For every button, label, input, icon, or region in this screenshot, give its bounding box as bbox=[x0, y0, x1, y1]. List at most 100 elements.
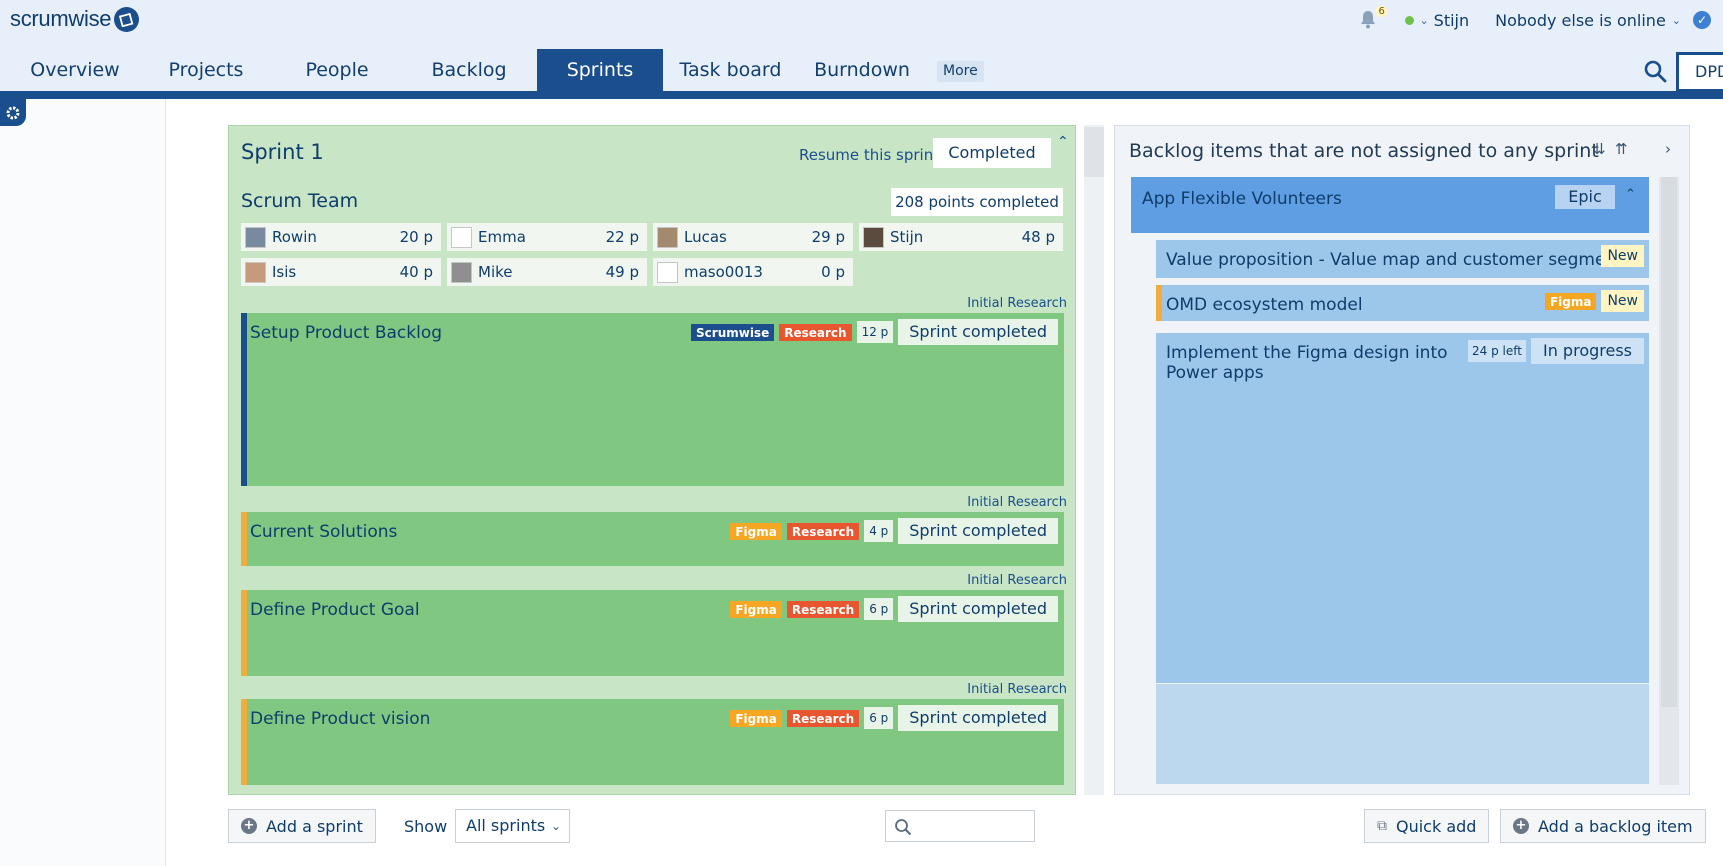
scrollbar-thumb[interactable] bbox=[1661, 177, 1677, 707]
tab-people[interactable]: People bbox=[305, 59, 369, 81]
member-points: 29 p bbox=[811, 228, 845, 246]
tab-sprints[interactable]: Sprints bbox=[537, 49, 663, 91]
tag-label: Scrumwise bbox=[691, 323, 775, 341]
online-status-icon bbox=[1405, 15, 1415, 25]
item-title: Implement the Figma design into Power ap… bbox=[1166, 343, 1448, 383]
team-member[interactable]: Stijn 48 p bbox=[859, 223, 1063, 251]
item-status-button[interactable]: Sprint completed bbox=[898, 705, 1058, 731]
sprint-search-input[interactable] bbox=[885, 810, 1035, 842]
project-search-input[interactable]: DPD bbox=[1676, 52, 1723, 92]
tag-label: Research bbox=[786, 600, 860, 618]
item-meta: Figma Research 4 p Sprint completed bbox=[730, 518, 1058, 544]
team-member[interactable]: Lucas 29 p bbox=[653, 223, 853, 251]
item-meta: Figma New bbox=[1544, 290, 1644, 312]
backlog-scrollbar[interactable] bbox=[1659, 177, 1679, 785]
select-value: All sprints bbox=[466, 816, 546, 835]
team-member[interactable]: maso0013 0 p bbox=[653, 258, 853, 286]
tab-projects[interactable]: Projects bbox=[168, 59, 244, 81]
sprint-item[interactable]: Current Solutions Figma Research 4 p Spr… bbox=[241, 512, 1064, 566]
sprint-status-button[interactable]: Completed bbox=[933, 138, 1051, 168]
quick-add-button[interactable]: ⧉ Quick add bbox=[1364, 809, 1490, 843]
backlog-title: Backlog items that are not assigned to a… bbox=[1129, 140, 1599, 162]
team-member[interactable]: Rowin 20 p bbox=[241, 223, 441, 251]
team-member[interactable]: Mike 49 p bbox=[447, 258, 647, 286]
panel-scrollbar[interactable] bbox=[1084, 125, 1104, 795]
points-completed: 208 points completed bbox=[891, 188, 1063, 216]
member-points: 20 p bbox=[399, 228, 433, 246]
item-status-button[interactable]: Sprint completed bbox=[898, 518, 1058, 544]
backlog-item[interactable]: OMD ecosystem model Figma New bbox=[1156, 285, 1649, 321]
item-status-button[interactable]: In progress bbox=[1530, 338, 1644, 364]
avatar bbox=[657, 226, 678, 248]
user-menu[interactable]: ⌄ Stijn bbox=[1405, 11, 1469, 30]
epic-badge: Epic bbox=[1555, 185, 1615, 209]
item-title: Current Solutions bbox=[250, 522, 398, 542]
item-meta: Figma Research 6 p Sprint completed bbox=[730, 596, 1058, 622]
notifications-bell-icon[interactable]: 6 bbox=[1359, 6, 1388, 30]
item-title: Define Product vision bbox=[250, 709, 431, 729]
team-member[interactable]: Emma 22 p bbox=[447, 223, 647, 251]
team-member[interactable]: Isis 40 p bbox=[241, 258, 441, 286]
tab-overview[interactable]: Overview bbox=[30, 59, 120, 81]
tag-label: Research bbox=[786, 709, 860, 727]
tab-backlog[interactable]: Backlog bbox=[431, 59, 507, 81]
tab-task-board[interactable]: Task board bbox=[679, 59, 782, 81]
item-status-button[interactable]: Sprint completed bbox=[898, 319, 1058, 345]
online-status-text: Nobody else is online bbox=[1495, 10, 1666, 30]
chevron-up-icon[interactable]: ⌃ bbox=[1625, 187, 1636, 202]
online-users-dropdown[interactable]: Nobody else is online ⌄ bbox=[1495, 11, 1681, 30]
avatar bbox=[451, 226, 472, 248]
tab-more[interactable]: More bbox=[937, 61, 984, 82]
scrumwise-logo[interactable]: scrumwise bbox=[10, 6, 140, 32]
member-name: Lucas bbox=[684, 228, 727, 246]
avatar bbox=[451, 261, 472, 283]
sprint-item[interactable]: Define Product Goal Figma Research 6 p S… bbox=[241, 590, 1064, 676]
show-label: Show bbox=[404, 817, 448, 836]
member-name: Isis bbox=[272, 263, 297, 281]
item-title: Value proposition - Value map and custom… bbox=[1166, 250, 1623, 270]
member-name: maso0013 bbox=[684, 263, 763, 281]
add-backlog-item-button[interactable]: + Add a backlog item bbox=[1500, 809, 1706, 843]
chevron-right-icon[interactable]: › bbox=[1665, 140, 1671, 158]
gear-icon[interactable] bbox=[0, 99, 26, 126]
status-badge: New bbox=[1601, 290, 1644, 312]
sprint-item[interactable]: Define Product vision Figma Research 6 p… bbox=[241, 699, 1064, 785]
tag-label: Figma bbox=[730, 522, 782, 540]
resume-sprint-link[interactable]: Resume this sprint bbox=[799, 146, 940, 164]
member-name: Mike bbox=[478, 263, 513, 281]
item-meta: Scrumwise Research 12 p Sprint completed bbox=[691, 319, 1058, 345]
quick-add-icon: ⧉ bbox=[1377, 818, 1387, 834]
item-status-button[interactable]: Sprint completed bbox=[898, 596, 1058, 622]
epic-header[interactable]: App Flexible Volunteers Epic ⌃ bbox=[1131, 177, 1649, 233]
search-icon bbox=[895, 819, 912, 836]
tag-label: Figma bbox=[730, 600, 782, 618]
notifications-count: 6 bbox=[1375, 6, 1388, 17]
member-points: 49 p bbox=[605, 263, 639, 281]
check-icon[interactable]: ✓ bbox=[1693, 11, 1711, 29]
collapse-all-icon[interactable]: ⇈ bbox=[1615, 140, 1628, 158]
search-icon[interactable] bbox=[1643, 59, 1667, 83]
backlog-item[interactable]: Implement the Figma design into Power ap… bbox=[1156, 333, 1649, 683]
member-name: Rowin bbox=[272, 228, 317, 246]
plus-icon: + bbox=[241, 818, 257, 834]
sprint-item[interactable]: Setup Product Backlog Scrumwise Research… bbox=[241, 313, 1064, 486]
backlog-drop-area bbox=[1156, 684, 1649, 784]
avatar bbox=[657, 261, 678, 283]
sprint-title[interactable]: Sprint 1 bbox=[241, 140, 324, 164]
expand-all-icon[interactable]: ⇊ bbox=[1593, 140, 1606, 158]
tag-label: Figma bbox=[1544, 292, 1597, 310]
nav-underline bbox=[0, 91, 1723, 99]
points-badge: 6 p bbox=[864, 707, 894, 729]
main-nav bbox=[0, 48, 1723, 91]
tab-burndown[interactable]: Burndown bbox=[814, 59, 910, 81]
add-sprint-button[interactable]: + Add a sprint bbox=[228, 809, 376, 843]
chevron-up-icon[interactable]: ⌃ bbox=[1057, 134, 1069, 150]
scrollbar-thumb[interactable] bbox=[1084, 127, 1104, 177]
show-sprints-select[interactable]: All sprints ⌄ bbox=[455, 809, 570, 843]
header-right: 6 ⌄ Stijn Nobody else is online ⌄ ✓ bbox=[1359, 6, 1711, 30]
status-badge: New bbox=[1601, 245, 1644, 267]
item-meta: New bbox=[1601, 245, 1644, 267]
logo-text: scrumwise bbox=[10, 6, 112, 31]
avatar bbox=[245, 226, 266, 248]
backlog-item[interactable]: Value proposition - Value map and custom… bbox=[1156, 240, 1649, 278]
